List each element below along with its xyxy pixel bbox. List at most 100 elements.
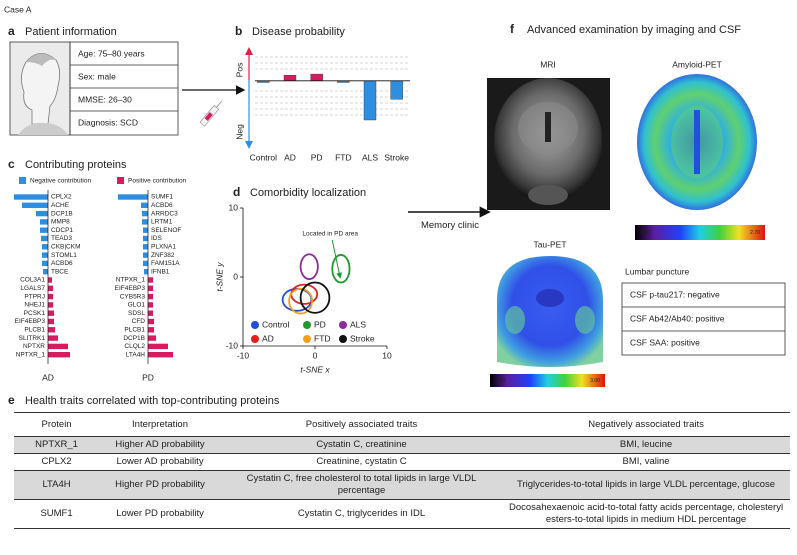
panel-title: Comorbidity localization — [250, 187, 366, 199]
y-tick-label: 10 — [229, 202, 239, 212]
bar — [148, 277, 153, 283]
panel-title: Disease probability — [252, 26, 345, 38]
bar — [148, 293, 153, 300]
category-label: MMP8 — [51, 219, 70, 226]
category-label: CDCP1 — [51, 227, 73, 234]
legend-label: ALS — [350, 319, 366, 329]
table-cell: Higher AD probability — [99, 436, 221, 454]
category-label: ACHE — [51, 202, 70, 209]
legend-swatch — [251, 321, 259, 329]
panel-letter: b — [235, 24, 242, 38]
category-label: STOML1 — [51, 252, 77, 259]
category-label: DCP1B — [123, 335, 145, 342]
y-label: Pos — [234, 63, 244, 78]
category-label: IDS — [151, 235, 163, 242]
panel-letter: d — [233, 185, 240, 199]
pos-arrow-head — [245, 47, 253, 55]
table-cell: LTA4H — [14, 470, 100, 500]
table-cell: Cystatin C, free cholesterol to total li… — [220, 470, 503, 500]
legend-swatch — [19, 177, 26, 184]
legend-label: Control — [262, 319, 290, 329]
table-row: NPTXR_1 Higher AD probability Cystatin C, … — [14, 436, 790, 454]
image-label: Amyloid-PET — [672, 59, 722, 69]
colorbar-tick-label: 0.00 — [495, 378, 505, 384]
category-label: FAM151A — [151, 260, 180, 267]
y-label: t-SNE y — [214, 262, 224, 292]
category-label: SUMF1 — [151, 194, 173, 201]
colorbar — [490, 374, 605, 387]
legend-swatch — [117, 177, 124, 184]
category-label: IFNB1 — [151, 268, 170, 275]
category-label: NPTXR — [23, 343, 45, 350]
category-label: ACBD6 — [51, 260, 73, 267]
panel-letter: a — [8, 24, 15, 38]
bar — [148, 310, 153, 316]
x-tick-label: 10 — [382, 350, 392, 360]
bar — [310, 73, 323, 82]
category-label: NTPXR_1 — [116, 277, 146, 284]
bar — [42, 244, 48, 250]
bar — [48, 335, 58, 341]
table-cell: SUMF1 — [14, 499, 100, 529]
group-contour — [331, 254, 351, 284]
legend-swatch — [339, 321, 347, 329]
panel-letter: f — [510, 22, 515, 36]
bar — [48, 293, 53, 300]
category-label: LTA4H — [126, 351, 146, 358]
category-label: CFD — [132, 318, 146, 325]
bar — [363, 80, 377, 121]
bar — [14, 194, 48, 200]
legend-swatch — [303, 321, 311, 329]
patient-field: Sex: male — [78, 71, 116, 81]
group-contour — [299, 253, 319, 280]
category-label: NHEJ1 — [24, 302, 45, 309]
category-label: CYB5R3 — [120, 293, 146, 300]
colorbar — [635, 225, 765, 240]
image-label: MRI — [540, 59, 556, 69]
amyloid-pet-image — [637, 74, 757, 210]
lumbar-row: CSF SAA: positive — [630, 337, 700, 347]
x-tick-label: FTD — [335, 152, 352, 162]
category-label: SDSL — [128, 310, 145, 317]
category-label: ZNF382 — [151, 252, 175, 259]
table-cell: Higher PD probability — [99, 470, 221, 500]
legend-swatch — [251, 335, 259, 343]
category-label: CLQL2 — [124, 343, 145, 350]
panel-title: Contributing proteins — [25, 159, 127, 171]
x-tick-label: Control — [250, 152, 278, 162]
table-row: LTA4H Higher PD probability Cystatin C, fr… — [14, 470, 790, 500]
bar — [143, 252, 148, 258]
table-cell: Triglycerides-to-total lipids in large V… — [502, 470, 790, 500]
legend-label: AD — [262, 333, 274, 343]
bar — [22, 202, 48, 208]
bar — [148, 318, 154, 325]
x-label: t-SNE x — [300, 364, 330, 374]
bar — [143, 244, 148, 250]
category-label: CPLX2 — [51, 194, 72, 201]
bar — [148, 327, 154, 333]
section-title: Lumbar puncture — [625, 266, 690, 276]
arrow-label: Memory clinic — [420, 220, 480, 231]
category-label: NPTXR_1 — [16, 351, 46, 358]
bar — [36, 210, 48, 217]
category-label: ARRDC3 — [151, 210, 178, 217]
table-cell: Docosahexaenoic acid-to-total fatty acid… — [502, 499, 790, 529]
patient-field: MMSE: 26–30 — [78, 94, 132, 104]
table-cell: Creatinine, cystatin C — [220, 453, 503, 471]
table-cell: Cystatin C, triglycerides in IDL — [220, 499, 503, 529]
table-cell: Positively associated traits — [220, 412, 503, 437]
category-label: DCP1B — [51, 210, 73, 217]
category-label: PLCB1 — [24, 327, 45, 334]
category-label: EIF4EBP3 — [115, 285, 146, 292]
image-label: Tau-PET — [533, 239, 566, 249]
bar — [48, 302, 53, 308]
category-label: PLCB1 — [124, 327, 145, 334]
bar — [48, 327, 55, 333]
category-label: SLITRK1 — [19, 335, 46, 342]
bar — [42, 260, 48, 267]
colorbar-tick-label: 3.00 — [590, 378, 600, 384]
bar — [148, 343, 168, 350]
category-label: EIF4EBP3 — [15, 318, 46, 325]
table-cell: Negatively associated traits — [502, 412, 790, 437]
bar — [143, 260, 148, 267]
